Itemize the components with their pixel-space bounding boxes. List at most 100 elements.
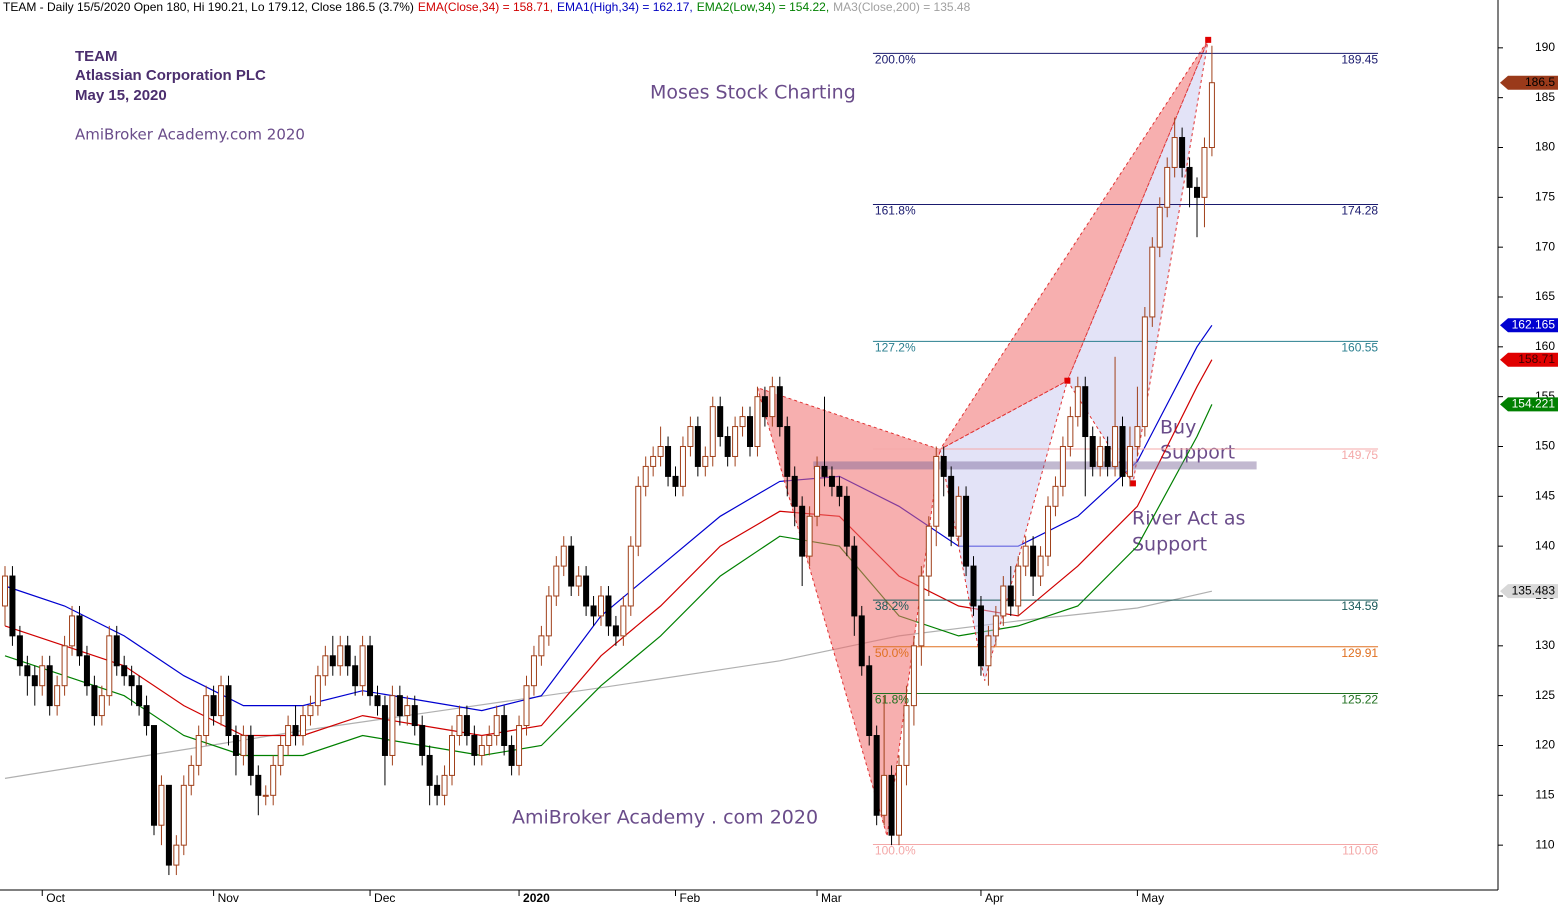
fib-label: 161.8% xyxy=(875,204,916,218)
candle-body xyxy=(1201,147,1208,198)
candle-body xyxy=(367,645,374,697)
candle-body xyxy=(69,615,76,647)
candle-body xyxy=(478,744,485,756)
candle-body xyxy=(523,685,530,727)
candle-body xyxy=(344,645,351,667)
candle-body xyxy=(150,725,157,826)
candle-body xyxy=(1067,416,1074,447)
candle-body xyxy=(828,475,835,487)
candle-body xyxy=(389,695,396,756)
candle-body xyxy=(963,495,970,567)
price-tag-label: 162.165 xyxy=(1512,317,1556,331)
candle-body xyxy=(449,735,456,776)
fib-value: 174.28 xyxy=(1341,204,1378,218)
candle-body xyxy=(381,705,388,756)
candle-body xyxy=(687,426,694,447)
candle-body xyxy=(1179,137,1186,168)
candle-body xyxy=(1037,555,1044,577)
fib-value: 125.22 xyxy=(1341,693,1378,707)
price-tag xyxy=(1500,352,1558,367)
fib-value: 189.45 xyxy=(1341,52,1378,66)
candle-body xyxy=(1097,445,1104,467)
y-tick-label: 125 xyxy=(1535,688,1555,702)
candle-body xyxy=(1186,166,1193,188)
candle-body xyxy=(173,844,180,866)
pattern-point xyxy=(1064,377,1071,384)
candle-body xyxy=(672,475,679,487)
candle-body xyxy=(501,715,508,746)
candle-body xyxy=(54,685,61,707)
candle-body xyxy=(806,515,813,557)
candle-body xyxy=(1089,436,1096,467)
candle-body xyxy=(776,386,783,428)
annotation: Support xyxy=(1132,534,1207,556)
candle-body xyxy=(225,685,232,737)
candle-body xyxy=(694,426,701,467)
candle-body xyxy=(635,485,642,547)
candle-body xyxy=(560,545,567,567)
candle-body xyxy=(76,615,83,657)
candle-body xyxy=(940,455,947,477)
x-tick-label: Dec xyxy=(374,891,395,905)
candle-body xyxy=(590,605,597,617)
candle-body xyxy=(1141,316,1148,428)
candle-body xyxy=(769,386,776,418)
candle-body xyxy=(545,595,552,637)
candle-body xyxy=(910,645,917,707)
pattern-point xyxy=(1205,36,1212,43)
candle-body xyxy=(724,436,731,457)
candle-body xyxy=(791,475,798,507)
header-part: MA3(Close,200) = 135.48 xyxy=(833,0,970,14)
pattern-triangle xyxy=(939,39,1209,450)
candle-body xyxy=(508,744,515,766)
candle-body xyxy=(1134,426,1141,447)
y-tick-label: 140 xyxy=(1535,538,1555,552)
candle-body xyxy=(16,635,23,667)
fib-value: 160.55 xyxy=(1341,341,1378,355)
candle-body xyxy=(165,784,172,866)
candle-body xyxy=(1074,386,1081,418)
candle-body xyxy=(650,455,657,467)
x-tick-label: Mar xyxy=(821,891,842,905)
annotation: Atlassian Corporation PLC xyxy=(75,67,266,84)
candle-body xyxy=(91,685,98,717)
candle-body xyxy=(1030,545,1037,577)
candle-body xyxy=(471,735,478,756)
candle-body xyxy=(270,764,277,796)
candle-body xyxy=(739,416,746,428)
x-tick-label: Nov xyxy=(218,891,239,905)
candle-body xyxy=(784,426,791,477)
support-band xyxy=(813,461,1257,470)
header-part: EMA1(High,34) = 162.17, xyxy=(557,0,693,14)
candle-body xyxy=(1112,426,1119,467)
candle-body xyxy=(463,715,470,737)
candle-body xyxy=(754,396,761,447)
candle-body xyxy=(203,695,210,737)
candle-body xyxy=(1082,386,1089,438)
candle-body xyxy=(627,545,634,607)
candle-body xyxy=(918,575,925,647)
annotation: Moses Stock Charting xyxy=(650,82,856,104)
y-tick-label: 175 xyxy=(1535,190,1555,204)
candle-body xyxy=(925,525,932,577)
candle-body xyxy=(1000,585,1007,617)
candle-body xyxy=(46,665,53,707)
candle-body xyxy=(31,675,38,687)
candle-body xyxy=(419,725,426,756)
candle-body xyxy=(1156,206,1163,248)
candle-body xyxy=(612,625,619,637)
annotation: AmiBroker Academy . com 2020 xyxy=(512,807,818,829)
candle-body xyxy=(1007,585,1014,607)
y-tick-label: 150 xyxy=(1535,439,1555,453)
candle-body xyxy=(441,774,448,796)
price-tag-label: 135.483 xyxy=(1512,583,1556,597)
candle-body xyxy=(121,665,128,677)
price-tag-label: 186.5 xyxy=(1525,75,1555,89)
candle-body xyxy=(1171,137,1178,168)
candle-body xyxy=(1164,166,1171,208)
candle-body xyxy=(553,565,560,597)
y-tick-label: 180 xyxy=(1535,140,1555,154)
chart-header: TEAM - Daily 15/5/2020 Open 180, Hi 190.… xyxy=(3,0,971,14)
candle-body xyxy=(1022,545,1029,567)
candle-body xyxy=(948,475,955,537)
